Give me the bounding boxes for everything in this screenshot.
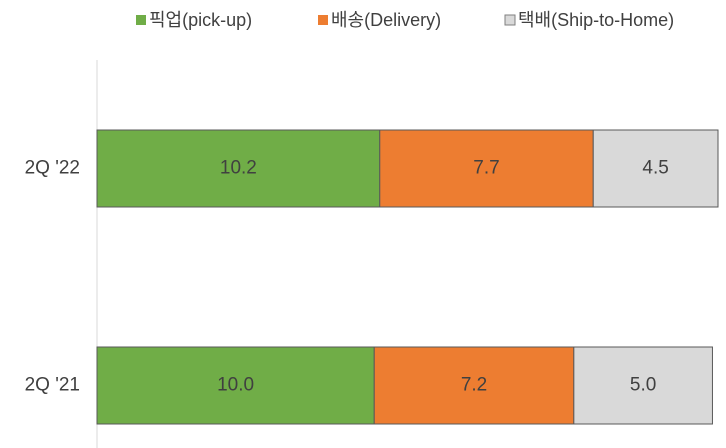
legend-swatch	[504, 14, 516, 26]
data-label: 7.7	[473, 158, 499, 179]
bar-segment	[96, 129, 381, 208]
data-label: 7.2	[461, 375, 487, 396]
legend-label: 배송(Delivery)	[331, 10, 441, 30]
legend-swatch	[318, 15, 328, 25]
data-label: 4.5	[642, 158, 668, 179]
data-label: 10.2	[220, 158, 257, 179]
data-label: 10.0	[217, 375, 254, 396]
bar-segment	[592, 129, 719, 208]
y-tick-label: 2Q '22	[25, 158, 80, 179]
legend-label: 픽업(pick-up)	[149, 10, 252, 30]
bar-segment	[573, 346, 713, 425]
legend-swatch	[136, 15, 146, 25]
bar-segment	[379, 129, 594, 208]
data-label: 5.0	[630, 375, 656, 396]
y-tick-label: 2Q '21	[25, 375, 80, 396]
legend-label: 택배(Ship-to-Home)	[518, 10, 674, 30]
